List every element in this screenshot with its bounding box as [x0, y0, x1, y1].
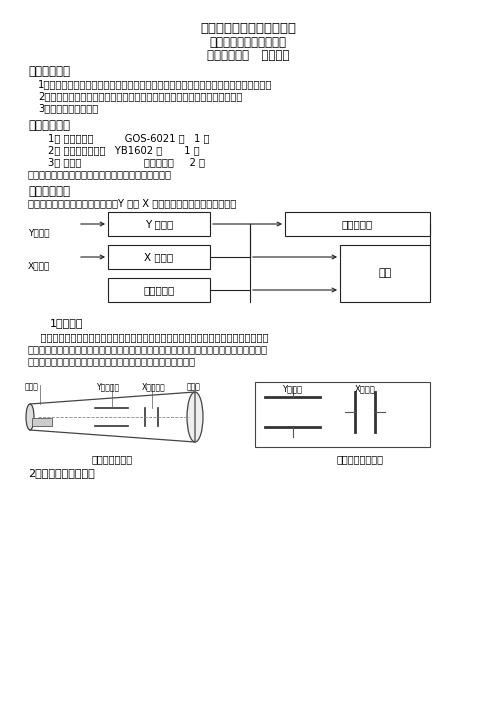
- Text: X 轴放大: X 轴放大: [144, 252, 174, 262]
- Text: 2．熟悉使用示波器的基本方法，学会用示波器测量波形的电压幅度和频率；: 2．熟悉使用示波器的基本方法，学会用示波器测量波形的电压幅度和频率；: [38, 91, 243, 101]
- Text: 药光屏: 药光屏: [187, 382, 201, 391]
- Text: 【实验目的】: 【实验目的】: [28, 65, 70, 78]
- Text: 包含数据处理   李萨如图: 包含数据处理 李萨如图: [207, 49, 289, 62]
- Text: 1、示波管: 1、示波管: [50, 318, 83, 328]
- Bar: [108, 212, 210, 236]
- Ellipse shape: [187, 392, 203, 442]
- Text: X偏转板: X偏转板: [355, 384, 375, 393]
- Bar: [32, 418, 52, 426]
- Text: 1．了解示波器显示波形的原理，了解示波器各主要组成部分及它们之间的联系和配合；: 1．了解示波器显示波形的原理，了解示波器各主要组成部分及它们之间的联系和配合；: [38, 79, 272, 89]
- Text: Y轴偏转板: Y轴偏转板: [97, 382, 120, 391]
- Bar: [340, 245, 430, 302]
- Bar: [285, 212, 430, 236]
- Text: 示波器由示波管、扫描同步系统、Y 轴和 X 轴放大系统和电源四部分组成，: 示波器由示波管、扫描同步系统、Y 轴和 X 轴放大系统和电源四部分组成，: [28, 198, 236, 208]
- Text: 扫描和整步: 扫描和整步: [143, 285, 175, 295]
- Text: 电子示波管: 电子示波管: [342, 219, 373, 229]
- Text: 示波管结构简图: 示波管结构简图: [91, 454, 132, 464]
- Text: 电子枪: 电子枪: [25, 382, 39, 391]
- Bar: [108, 245, 210, 269]
- Text: 如图所示，左端为一电子枪，电子枪加热后发出一束电子，电子经电场加速以高速打在: 如图所示，左端为一电子枪，电子枪加热后发出一束电子，电子经电场加速以高速打在: [28, 332, 268, 342]
- Text: 示波器和信号发生器的使用说明请熟读常用仪器部分。: 示波器和信号发生器的使用说明请熟读常用仪器部分。: [28, 169, 172, 179]
- Text: 1、 双踪示波器          GOS-6021 型   1 台: 1、 双踪示波器 GOS-6021 型 1 台: [48, 133, 209, 143]
- Text: 示波管内的偏转板: 示波管内的偏转板: [336, 454, 383, 464]
- Text: Y 轴放大: Y 轴放大: [145, 219, 173, 229]
- Text: Y偏转板: Y偏转板: [283, 384, 303, 393]
- Text: Y轴输入: Y轴输入: [28, 228, 50, 237]
- Text: 电源: 电源: [378, 268, 392, 279]
- Text: X轴输入: X轴输入: [28, 261, 50, 270]
- Text: 物理实验报告示范文本：: 物理实验报告示范文本：: [209, 36, 287, 49]
- Bar: [255, 382, 430, 447]
- Text: 右端的药光屏上，屏上的药光物发光形成一亮点，亮点在偏转板电压的作用下，位置也随之: 右端的药光屏上，屏上的药光物发光形成一亮点，亮点在偏转板电压的作用下，位置也随之: [28, 344, 268, 354]
- Text: 【实验仪器】: 【实验仪器】: [28, 119, 70, 132]
- Text: X轴偏转板: X轴偏转板: [141, 382, 165, 391]
- Text: 《示波器的使用》实验报告: 《示波器的使用》实验报告: [200, 22, 296, 35]
- Text: 3．观察李萨如图形。: 3．观察李萨如图形。: [38, 103, 98, 113]
- Text: 【实验原理】: 【实验原理】: [28, 185, 70, 198]
- Text: 改变。在一定范围内，亮点的位移与偏转板上所加电压成正比。: 改变。在一定范围内，亮点的位移与偏转板上所加电压成正比。: [28, 356, 196, 366]
- Bar: [108, 278, 210, 302]
- Ellipse shape: [26, 404, 34, 430]
- Text: 2、 函数信号发生器   YB1602 型       1 台: 2、 函数信号发生器 YB1602 型 1 台: [48, 145, 199, 155]
- Text: 3、 连接线                    示波器专用     2 根: 3、 连接线 示波器专用 2 根: [48, 157, 205, 167]
- Text: 2、扫描与同步的作用: 2、扫描与同步的作用: [28, 468, 95, 478]
